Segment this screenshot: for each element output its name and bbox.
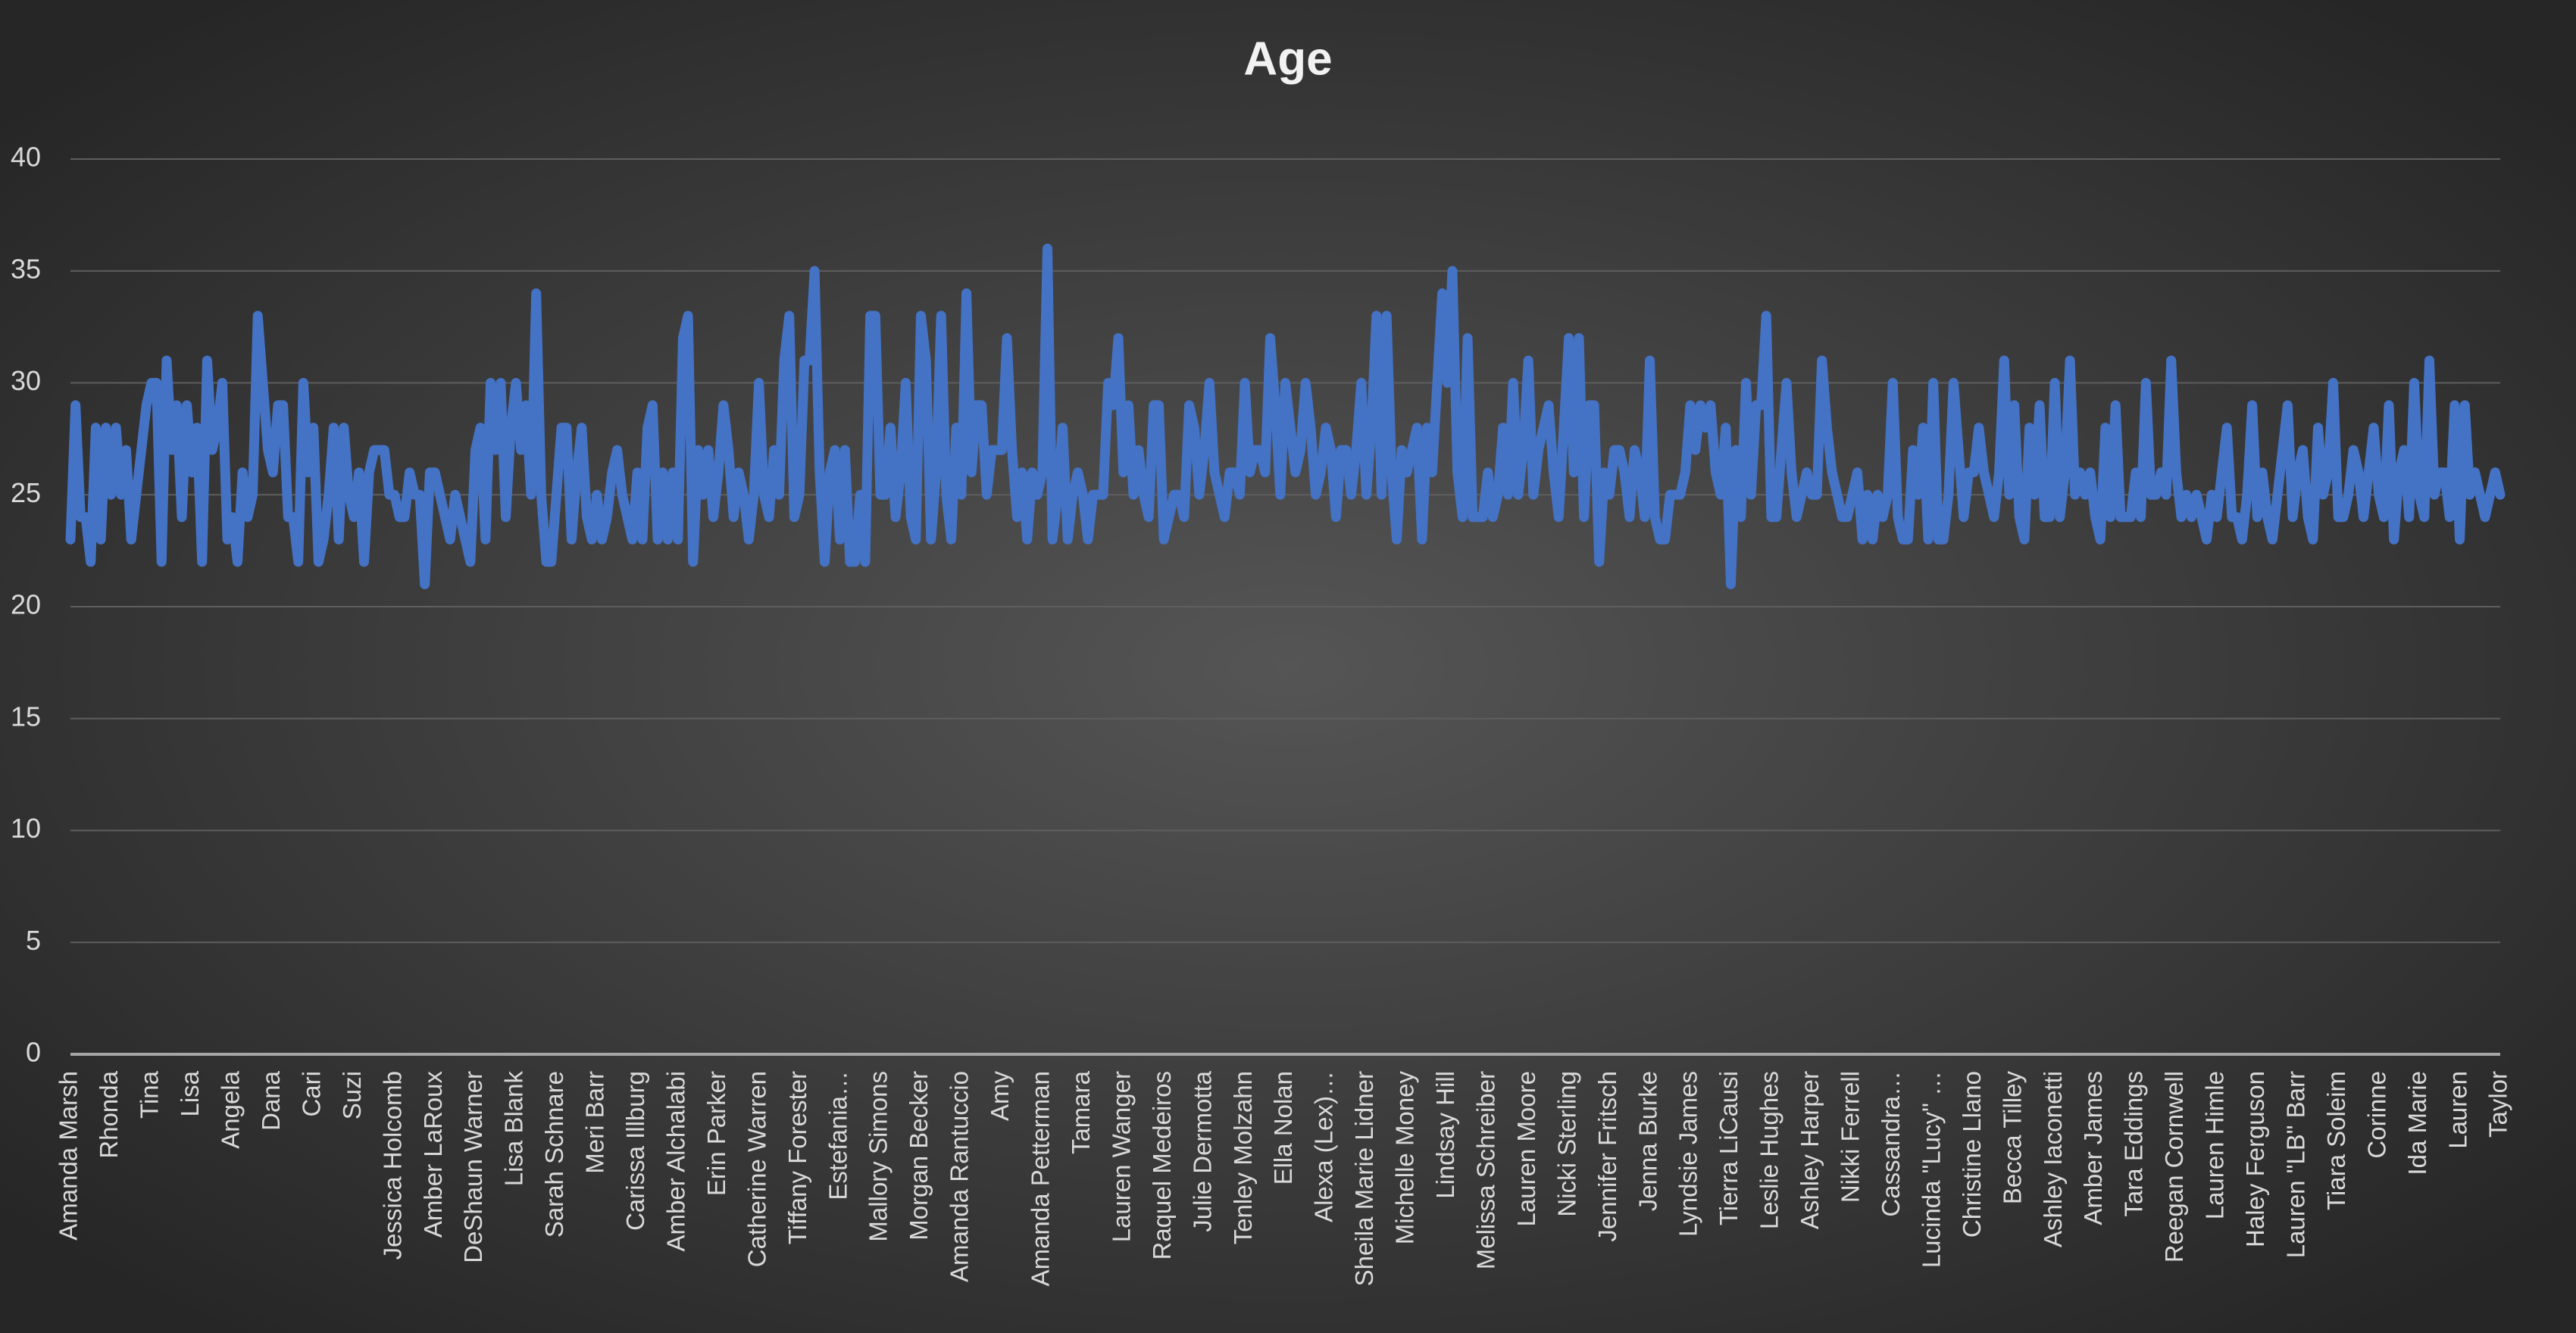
x-tick-label: Lucinda "Lucy" …	[1917, 1071, 1945, 1268]
x-tick-label: Tiffany Forester	[783, 1071, 811, 1244]
x-tick-label: Ella Nolan	[1269, 1071, 1297, 1185]
x-tick-label: Morgan Becker	[905, 1071, 933, 1241]
x-tick-label: Alexa (Lex)…	[1310, 1071, 1338, 1222]
x-tick-label: Suzi	[338, 1071, 366, 1119]
x-tick-label: Ashley Iaconetti	[2039, 1071, 2067, 1247]
x-tick-label: Lauren Himle	[2201, 1071, 2229, 1219]
x-tick-label: Reegan Cornwell	[2160, 1071, 2188, 1263]
x-tick-label: Amber Alchalabi	[661, 1071, 689, 1251]
data-line	[65, 243, 2506, 589]
y-tick-label: 40	[11, 142, 41, 173]
x-tick-label: Tara Eddings	[2120, 1071, 2148, 1217]
x-tick-label: Mallory Simons	[864, 1071, 893, 1242]
x-tick-label: Catherine Warren	[742, 1071, 771, 1267]
x-tick-label: Sheila Marie Lidner	[1350, 1071, 1378, 1286]
x-tick-label: Estefania…	[824, 1071, 852, 1200]
x-tick-label: Lisa Blank	[500, 1071, 528, 1187]
x-tick-label: Lauren "LB" Barr	[2281, 1071, 2309, 1258]
x-tick-label: Sarah Schnare	[540, 1071, 568, 1238]
x-tick-label: Tenley Molzahn	[1229, 1071, 1257, 1244]
x-tick-label: Melissa Schreiber	[1471, 1071, 1499, 1269]
x-tick-label: Lauren Moore	[1512, 1071, 1540, 1226]
x-tick-label: Rhonda	[95, 1070, 123, 1158]
x-tick-label: Corinne	[2362, 1071, 2390, 1159]
x-tick-label: Amanda Petterman	[1027, 1071, 1055, 1286]
x-tick-label: Lauren Wanger	[1107, 1071, 1135, 1242]
x-tick-label: Tierra LiCausi	[1715, 1071, 1743, 1225]
y-tick-label: 35	[11, 253, 41, 284]
x-tick-label: Dana	[257, 1070, 285, 1131]
x-tick-label: Amber James	[2079, 1071, 2107, 1225]
y-tick-label: 30	[11, 365, 41, 396]
x-tick-label: Lisa	[176, 1070, 204, 1116]
x-tick-label: Amber LaRoux	[419, 1071, 447, 1238]
x-tick-label: Taylor	[2484, 1071, 2512, 1138]
x-tick-label: Michelle Money	[1391, 1071, 1419, 1245]
x-tick-label: Cari	[297, 1071, 325, 1117]
x-tick-label: Nikki Ferrell	[1837, 1071, 1865, 1203]
x-tick-label: Jennifer Fritsch	[1593, 1071, 1621, 1242]
x-tick-label: Erin Parker	[702, 1071, 730, 1196]
x-tick-label: Jenna Burke	[1633, 1071, 1662, 1211]
x-tick-label: Tina	[136, 1070, 164, 1119]
chart-title: Age	[1243, 33, 1332, 85]
x-tick-label: Ida Marie	[2403, 1071, 2431, 1175]
x-tick-label: Christine Llano	[1958, 1071, 1986, 1238]
y-tick-label: 5	[26, 925, 41, 956]
x-tick-label: Julie Dermotta	[1188, 1070, 1216, 1232]
x-tick-label: Nicki Sterling	[1552, 1071, 1580, 1217]
x-tick-label: Lindsay Hill	[1431, 1071, 1459, 1199]
y-tick-label: 20	[11, 589, 41, 620]
x-tick-label: Tiara Soleim	[2322, 1071, 2350, 1210]
x-tick-label: Ashley Harper	[1796, 1071, 1824, 1229]
x-tick-label: Lyndsie James	[1674, 1071, 1702, 1237]
x-tick-label: Angela	[217, 1070, 245, 1148]
x-tick-label: Haley Ferguson	[2241, 1071, 2269, 1247]
y-tick-label: 0	[26, 1037, 41, 1068]
x-tick-label: Amy	[986, 1071, 1014, 1122]
x-tick-label: Raquel Medeiros	[1148, 1071, 1176, 1260]
y-tick-label: 25	[11, 477, 41, 508]
x-tick-label: Tamara	[1067, 1070, 1095, 1154]
x-tick-label: Meri Barr	[581, 1071, 609, 1174]
x-tick-label: Jessica Holcomb	[378, 1071, 406, 1260]
x-tick-label: DeShaun Warner	[459, 1071, 487, 1263]
x-tick-label: Amanda Marsh	[55, 1071, 83, 1241]
x-tick-label: Cassandra…	[1877, 1071, 1905, 1217]
x-tick-label: Leslie Hughes	[1755, 1071, 1784, 1229]
x-tick-label: Amanda Rantuccio	[946, 1071, 974, 1282]
x-tick-label: Becca Tilley	[1998, 1071, 2026, 1205]
y-tick-label: 10	[11, 813, 41, 844]
y-tick-label: 15	[11, 701, 41, 732]
x-tick-label: Carissa Illburg	[621, 1071, 649, 1231]
x-tick-label: Lauren	[2443, 1071, 2471, 1149]
